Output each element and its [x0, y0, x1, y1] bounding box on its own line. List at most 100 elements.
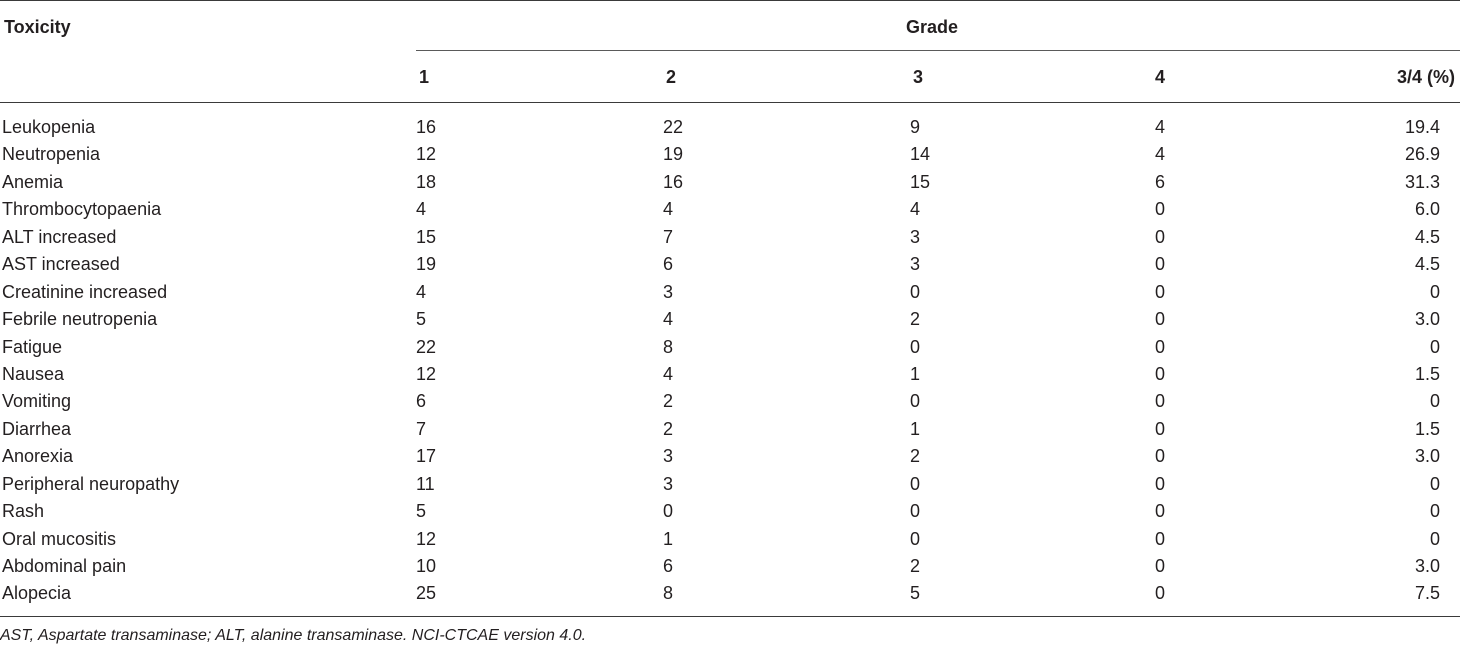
table-row: Febrile neutropenia 5 4 2 0 3.0	[0, 306, 1460, 333]
grade-3-4-percent-cell: 0	[1429, 528, 1440, 549]
table-row: Anemia 18 16 15 6 31.3	[0, 169, 1460, 196]
grade-2-cell: 22	[663, 117, 684, 137]
grade-2-cell: 16	[663, 171, 684, 192]
grade-3-4-percent-cell: 3.0	[1414, 556, 1440, 576]
table-bottom-rule	[0, 616, 1460, 617]
table-row: Oral mucositis 12 1 0 0 0	[0, 526, 1460, 553]
grade-3-cell: 4	[910, 199, 921, 220]
toxicity-name-cell: Neutropenia	[2, 144, 101, 165]
grade-4-cell: 0	[1155, 583, 1166, 604]
grade-2-cell: 19	[663, 144, 684, 165]
grade-3-4-percent-cell: 0	[1429, 336, 1440, 357]
table-row: Nausea 12 4 1 0 1.5	[0, 361, 1460, 388]
grade-group-header: Grade	[906, 17, 959, 37]
grade-3-cell: 3	[910, 254, 921, 275]
grade-3-cell: 2	[910, 556, 921, 576]
table-row: Fatigue 22 8 0 0 0	[0, 334, 1460, 361]
grade-1-cell: 12	[416, 528, 437, 549]
grade-1-cell: 11	[416, 473, 435, 494]
toxicity-name-cell: ALT increased	[2, 226, 117, 247]
table-row: ALT increased 15 7 3 0 4.5	[0, 224, 1460, 251]
grade-3-cell: 0	[910, 281, 921, 302]
grade-2-cell: 6	[663, 254, 674, 275]
grade-2-header: 2	[666, 67, 677, 87]
table-row: Diarrhea 7 2 1 0 1.5	[0, 416, 1460, 443]
grade-3-cell: 2	[910, 446, 921, 467]
toxicity-column-header: Toxicity	[4, 17, 71, 37]
grade-2-cell: 8	[663, 336, 674, 357]
grade-1-cell: 5	[416, 501, 427, 522]
grade-3-4-percent-cell: 0	[1429, 473, 1440, 494]
grade-2-cell: 7	[663, 226, 674, 247]
grade-3-4-percent-cell: 3.0	[1414, 309, 1440, 330]
grade-3-4-percent-cell: 7.5	[1414, 583, 1440, 604]
grade-3-cell: 0	[910, 501, 921, 522]
table-row: Rash 5 0 0 0 0	[0, 498, 1460, 525]
grade-2-cell: 2	[663, 418, 674, 439]
grade-2-cell: 4	[663, 309, 674, 330]
table-row: Anorexia 17 3 2 0 3.0	[0, 443, 1460, 470]
table-row: Peripheral neuropathy 11 3 0 0 0	[0, 471, 1460, 498]
table-footnote: AST, Aspartate transaminase; ALT, alanin…	[0, 627, 587, 644]
toxicity-name-cell: Thrombocytopaenia	[2, 199, 162, 220]
grade-1-cell: 4	[416, 199, 427, 220]
grade-3-4-percent-cell: 31.3	[1404, 171, 1440, 192]
grade-3-cell: 14	[910, 144, 931, 165]
grade-3-cell: 0	[910, 336, 921, 357]
toxicity-name-cell: Rash	[2, 501, 45, 522]
grade-4-cell: 0	[1155, 501, 1166, 522]
toxicity-name-cell: Peripheral neuropathy	[2, 473, 180, 494]
grade-span-rule	[416, 50, 1460, 51]
grade-3-4-percent-cell: 3.0	[1414, 446, 1440, 467]
table-row: AST increased 19 6 3 0 4.5	[0, 251, 1460, 278]
toxicity-name-cell: Anorexia	[2, 446, 74, 467]
grade-4-cell: 0	[1155, 226, 1166, 247]
toxicity-name-cell: Nausea	[2, 363, 65, 384]
grade-2-cell: 3	[663, 473, 674, 494]
grade-2-cell: 2	[663, 391, 674, 412]
toxicity-name-cell: Creatinine increased	[2, 281, 168, 302]
grade-3-cell: 5	[910, 583, 921, 604]
grade-1-cell: 18	[416, 171, 437, 192]
grade-3-4-percent-cell: 26.9	[1404, 144, 1440, 165]
table-body: Leukopenia 16 22 9 4 19.4 Neutropenia 12 19 14 4 26…	[0, 114, 1460, 608]
grade-4-cell: 0	[1155, 363, 1166, 384]
grade-4-cell: 0	[1155, 418, 1166, 439]
grade-4-header: 4	[1155, 67, 1166, 87]
table-top-rule	[0, 0, 1460, 1]
table-row: Creatinine increased 4 3 0 0 0	[0, 279, 1460, 306]
grade-4-cell: 6	[1155, 171, 1166, 192]
grade-4-cell: 0	[1155, 336, 1166, 357]
grade-4-cell: 0	[1155, 309, 1166, 330]
grade-3-4-percent-cell: 0	[1429, 281, 1440, 302]
toxicity-name-cell: Leukopenia	[2, 117, 96, 137]
grade-1-cell: 12	[416, 144, 437, 165]
grade-1-cell: 15	[416, 226, 437, 247]
grade-3-cell: 0	[910, 473, 921, 494]
grade-1-cell: 6	[416, 391, 427, 412]
toxicity-name-cell: Fatigue	[2, 336, 63, 357]
grade-1-cell: 4	[416, 281, 427, 302]
grade-2-cell: 1	[663, 528, 674, 549]
grade-4-cell: 0	[1155, 281, 1166, 302]
grade-4-cell: 0	[1155, 446, 1166, 467]
grade-1-cell: 25	[416, 583, 437, 604]
grade-3-cell: 1	[910, 418, 921, 439]
grade-2-cell: 4	[663, 363, 674, 384]
table-row: Neutropenia 12 19 14 4 26.9	[0, 141, 1460, 168]
header-bottom-rule	[0, 102, 1460, 103]
grade-4-cell: 0	[1155, 556, 1166, 576]
grade-1-cell: 10	[416, 556, 437, 576]
grade-1-cell: 7	[416, 418, 427, 439]
grade-3-4-percent-cell: 19.4	[1404, 117, 1440, 137]
toxicity-name-cell: AST increased	[2, 254, 120, 275]
grade-4-cell: 0	[1155, 528, 1166, 549]
grade-3-header: 3	[913, 67, 924, 87]
grade-3-4-percent-cell: 1.5	[1414, 418, 1440, 439]
table-row: Vomiting 6 2 0 0 0	[0, 388, 1460, 415]
grade-1-header: 1	[419, 67, 430, 87]
grade-1-cell: 16	[416, 117, 437, 137]
toxicity-name-cell: Febrile neutropenia	[2, 309, 158, 330]
grade-1-cell: 17	[416, 446, 437, 467]
grade-3-cell: 15	[910, 171, 931, 192]
